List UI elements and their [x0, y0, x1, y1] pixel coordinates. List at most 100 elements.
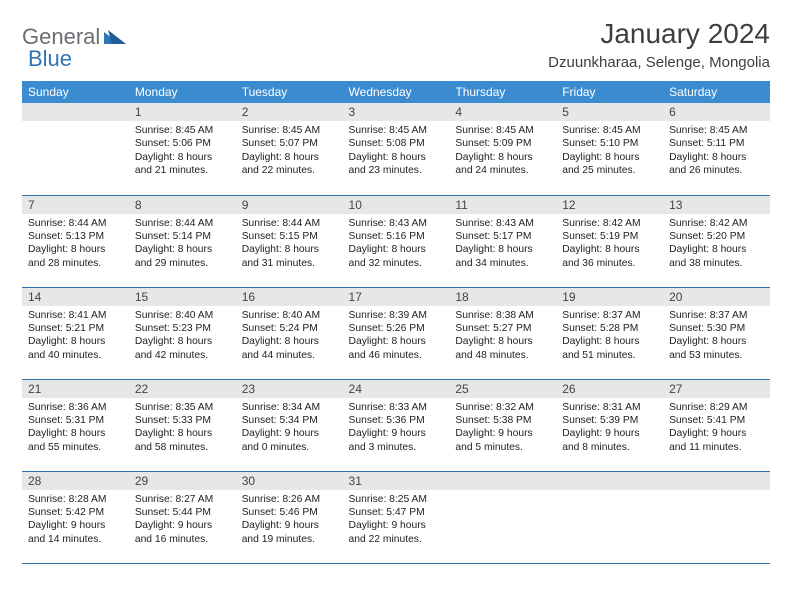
- day-info: Sunrise: 8:32 AMSunset: 5:38 PMDaylight:…: [449, 398, 556, 460]
- sunset-line: Sunset: 5:07 PM: [242, 137, 337, 150]
- daylight-line-2: and 14 minutes.: [28, 533, 123, 546]
- day-number: 13: [663, 196, 770, 214]
- day-number: 1: [129, 103, 236, 121]
- calendar-cell: 1Sunrise: 8:45 AMSunset: 5:06 PMDaylight…: [129, 103, 236, 195]
- sunset-line: Sunset: 5:41 PM: [669, 414, 764, 427]
- sunset-line: Sunset: 5:24 PM: [242, 322, 337, 335]
- day-info: Sunrise: 8:43 AMSunset: 5:16 PMDaylight:…: [343, 214, 450, 276]
- sunset-line: Sunset: 5:10 PM: [562, 137, 657, 150]
- day-number: 4: [449, 103, 556, 121]
- day-info: Sunrise: 8:27 AMSunset: 5:44 PMDaylight:…: [129, 490, 236, 552]
- daylight-line-2: and 11 minutes.: [669, 441, 764, 454]
- sunrise-line: Sunrise: 8:38 AM: [455, 309, 550, 322]
- calendar-cell: 9Sunrise: 8:44 AMSunset: 5:15 PMDaylight…: [236, 195, 343, 287]
- day-number: 7: [22, 196, 129, 214]
- daylight-line-1: Daylight: 8 hours: [135, 151, 230, 164]
- daylight-line-1: Daylight: 9 hours: [135, 519, 230, 532]
- day-number: 9: [236, 196, 343, 214]
- daylight-line-1: Daylight: 8 hours: [242, 243, 337, 256]
- calendar-table: SundayMondayTuesdayWednesdayThursdayFrid…: [22, 81, 770, 564]
- daylight-line-1: Daylight: 9 hours: [242, 427, 337, 440]
- daylight-line-1: Daylight: 8 hours: [28, 243, 123, 256]
- daylight-line-1: Daylight: 9 hours: [562, 427, 657, 440]
- sunrise-line: Sunrise: 8:45 AM: [562, 124, 657, 137]
- sunrise-line: Sunrise: 8:31 AM: [562, 401, 657, 414]
- sunset-line: Sunset: 5:11 PM: [669, 137, 764, 150]
- day-header: Friday: [556, 81, 663, 103]
- day-number: 31: [343, 472, 450, 490]
- sunset-line: Sunset: 5:19 PM: [562, 230, 657, 243]
- day-info: Sunrise: 8:35 AMSunset: 5:33 PMDaylight:…: [129, 398, 236, 460]
- daylight-line-2: and 0 minutes.: [242, 441, 337, 454]
- daylight-line-1: Daylight: 8 hours: [562, 335, 657, 348]
- sunset-line: Sunset: 5:30 PM: [669, 322, 764, 335]
- title-block: January 2024 Dzuunkharaa, Selenge, Mongo…: [548, 18, 770, 71]
- calendar-row: 14Sunrise: 8:41 AMSunset: 5:21 PMDayligh…: [22, 287, 770, 379]
- day-info: Sunrise: 8:44 AMSunset: 5:15 PMDaylight:…: [236, 214, 343, 276]
- day-number: 12: [556, 196, 663, 214]
- day-info: Sunrise: 8:25 AMSunset: 5:47 PMDaylight:…: [343, 490, 450, 552]
- daylight-line-2: and 42 minutes.: [135, 349, 230, 362]
- sunset-line: Sunset: 5:21 PM: [28, 322, 123, 335]
- daylight-line-1: Daylight: 8 hours: [562, 151, 657, 164]
- daylight-line-1: Daylight: 8 hours: [669, 335, 764, 348]
- day-header: Monday: [129, 81, 236, 103]
- calendar-cell: [663, 471, 770, 563]
- calendar-row: 7Sunrise: 8:44 AMSunset: 5:13 PMDaylight…: [22, 195, 770, 287]
- daylight-line-1: Daylight: 8 hours: [135, 427, 230, 440]
- day-number: 18: [449, 288, 556, 306]
- calendar-cell: 27Sunrise: 8:29 AMSunset: 5:41 PMDayligh…: [663, 379, 770, 471]
- daylight-line-1: Daylight: 8 hours: [28, 335, 123, 348]
- sunrise-line: Sunrise: 8:45 AM: [455, 124, 550, 137]
- daylight-line-1: Daylight: 8 hours: [242, 151, 337, 164]
- calendar-cell: 20Sunrise: 8:37 AMSunset: 5:30 PMDayligh…: [663, 287, 770, 379]
- sunset-line: Sunset: 5:20 PM: [669, 230, 764, 243]
- calendar-cell: 22Sunrise: 8:35 AMSunset: 5:33 PMDayligh…: [129, 379, 236, 471]
- sunset-line: Sunset: 5:08 PM: [349, 137, 444, 150]
- day-header: Wednesday: [343, 81, 450, 103]
- sunset-line: Sunset: 5:15 PM: [242, 230, 337, 243]
- daylight-line-1: Daylight: 8 hours: [669, 243, 764, 256]
- sunrise-line: Sunrise: 8:26 AM: [242, 493, 337, 506]
- sunrise-line: Sunrise: 8:25 AM: [349, 493, 444, 506]
- day-info: Sunrise: 8:45 AMSunset: 5:07 PMDaylight:…: [236, 121, 343, 183]
- calendar-cell: 16Sunrise: 8:40 AMSunset: 5:24 PMDayligh…: [236, 287, 343, 379]
- sunset-line: Sunset: 5:47 PM: [349, 506, 444, 519]
- day-number: [22, 103, 129, 121]
- sunrise-line: Sunrise: 8:43 AM: [349, 217, 444, 230]
- daylight-line-2: and 23 minutes.: [349, 164, 444, 177]
- day-number: 6: [663, 103, 770, 121]
- sunset-line: Sunset: 5:39 PM: [562, 414, 657, 427]
- calendar-body: 1Sunrise: 8:45 AMSunset: 5:06 PMDaylight…: [22, 103, 770, 563]
- sunset-line: Sunset: 5:27 PM: [455, 322, 550, 335]
- sunrise-line: Sunrise: 8:41 AM: [28, 309, 123, 322]
- sunrise-line: Sunrise: 8:45 AM: [135, 124, 230, 137]
- day-number: 16: [236, 288, 343, 306]
- sunrise-line: Sunrise: 8:28 AM: [28, 493, 123, 506]
- calendar-cell: 4Sunrise: 8:45 AMSunset: 5:09 PMDaylight…: [449, 103, 556, 195]
- calendar-cell: 12Sunrise: 8:42 AMSunset: 5:19 PMDayligh…: [556, 195, 663, 287]
- day-number: 19: [556, 288, 663, 306]
- day-info: Sunrise: 8:45 AMSunset: 5:09 PMDaylight:…: [449, 121, 556, 183]
- day-info: Sunrise: 8:45 AMSunset: 5:10 PMDaylight:…: [556, 121, 663, 183]
- sunrise-line: Sunrise: 8:32 AM: [455, 401, 550, 414]
- calendar-cell: 8Sunrise: 8:44 AMSunset: 5:14 PMDaylight…: [129, 195, 236, 287]
- daylight-line-2: and 24 minutes.: [455, 164, 550, 177]
- daylight-line-1: Daylight: 8 hours: [562, 243, 657, 256]
- daylight-line-2: and 53 minutes.: [669, 349, 764, 362]
- daylight-line-2: and 51 minutes.: [562, 349, 657, 362]
- day-header: Tuesday: [236, 81, 343, 103]
- day-info: Sunrise: 8:38 AMSunset: 5:27 PMDaylight:…: [449, 306, 556, 368]
- daylight-line-2: and 44 minutes.: [242, 349, 337, 362]
- day-number: 30: [236, 472, 343, 490]
- day-number: [556, 472, 663, 490]
- calendar-header: SundayMondayTuesdayWednesdayThursdayFrid…: [22, 81, 770, 103]
- day-info: Sunrise: 8:44 AMSunset: 5:13 PMDaylight:…: [22, 214, 129, 276]
- sunset-line: Sunset: 5:34 PM: [242, 414, 337, 427]
- sunrise-line: Sunrise: 8:44 AM: [242, 217, 337, 230]
- day-info: Sunrise: 8:42 AMSunset: 5:19 PMDaylight:…: [556, 214, 663, 276]
- calendar-cell: 30Sunrise: 8:26 AMSunset: 5:46 PMDayligh…: [236, 471, 343, 563]
- day-number: 28: [22, 472, 129, 490]
- day-number: 23: [236, 380, 343, 398]
- calendar-cell: 23Sunrise: 8:34 AMSunset: 5:34 PMDayligh…: [236, 379, 343, 471]
